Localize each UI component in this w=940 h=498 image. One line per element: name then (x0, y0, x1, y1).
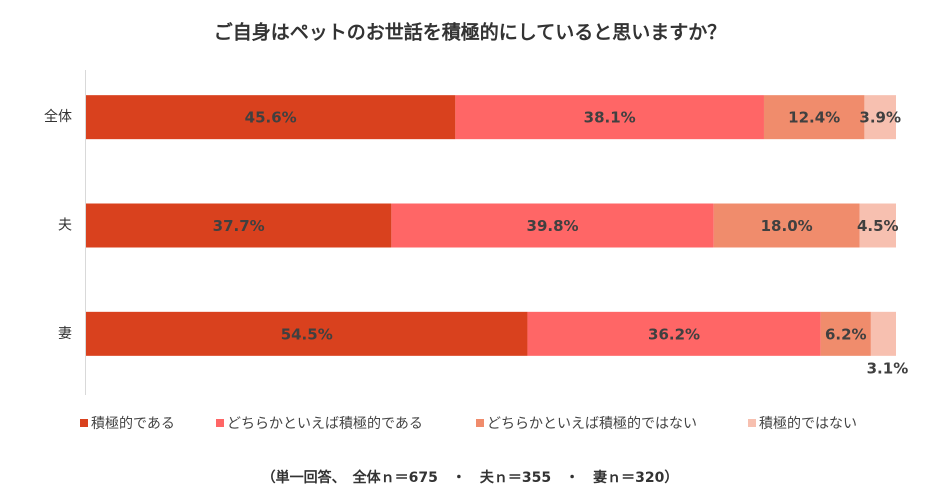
legend-label: 積極的ではない (759, 416, 857, 432)
bar-segment (527, 311, 821, 356)
value-label: 4.5% (857, 217, 899, 235)
bar-segment (391, 203, 714, 248)
value-label: 3.9% (859, 109, 901, 127)
value-label: 3.1% (867, 359, 909, 377)
bar-segment (859, 203, 896, 248)
bar-segment (86, 95, 456, 140)
bar-segment (713, 203, 860, 248)
y-tick-label: 夫 (58, 218, 72, 234)
value-label: 36.2% (648, 325, 700, 343)
value-label: 54.5% (281, 325, 333, 343)
value-label: 12.4% (788, 109, 840, 127)
legend-swatch (748, 419, 756, 427)
legend-label: 積極的である (91, 416, 175, 432)
y-tick-label: 全体 (44, 108, 72, 125)
legend-label: どちらかといえば積極的ではない (487, 416, 697, 432)
bar-segment (455, 95, 764, 140)
y-tick-label: 妻 (58, 326, 72, 342)
value-label: 37.7% (213, 217, 265, 235)
legend-swatch (476, 419, 484, 427)
footnote: （単一回答、 全体ｎ＝675 ・ 夫ｎ＝355 ・ 妻ｎ＝320） (262, 469, 679, 486)
bar-segment (864, 95, 896, 140)
bar-segment (870, 311, 896, 356)
bar-segment (86, 311, 528, 356)
chart-title: ご自身はペットのお世話を積極的にしていると思いますか？ (214, 21, 726, 44)
bar-segment (86, 203, 392, 248)
value-label: 38.1% (584, 109, 636, 127)
bar-segment (820, 311, 871, 356)
value-label: 45.6% (245, 109, 297, 127)
value-label: 18.0% (761, 217, 813, 235)
legend-swatch (80, 419, 88, 427)
bar-segment (763, 95, 865, 140)
value-label: 6.2% (825, 325, 867, 343)
legend-label: どちらかといえば積極的である (227, 416, 423, 432)
value-label: 39.8% (527, 217, 579, 235)
legend-swatch (216, 419, 224, 427)
